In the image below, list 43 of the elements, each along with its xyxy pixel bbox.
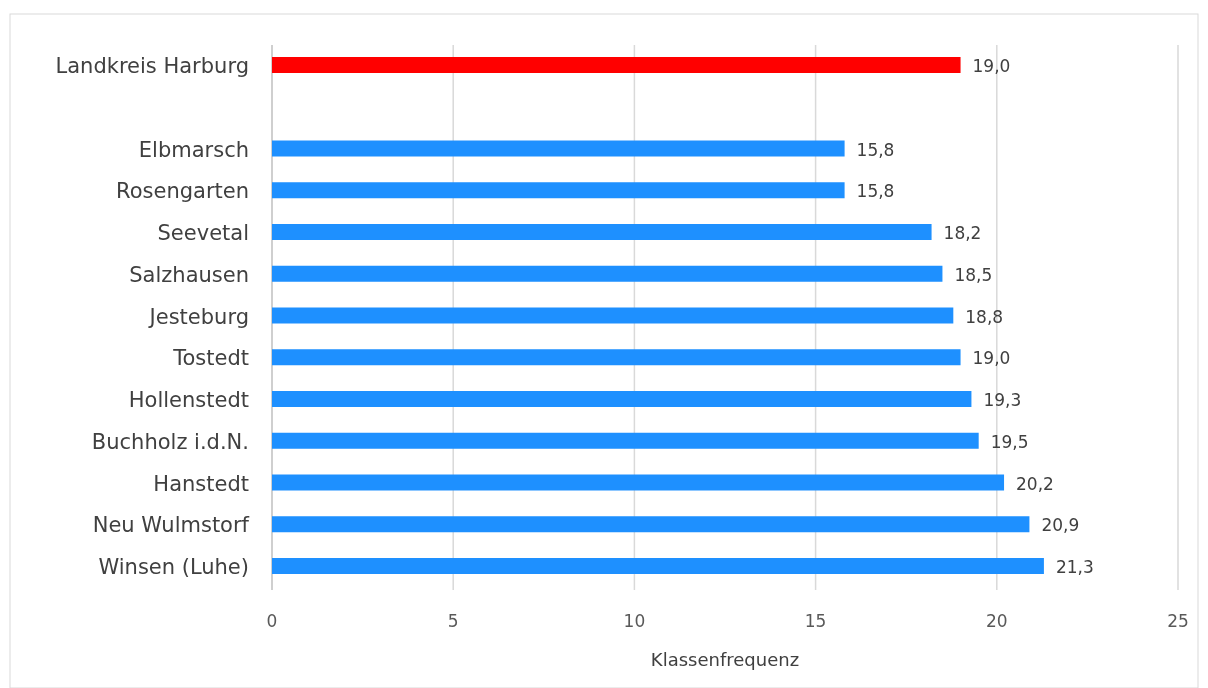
- bar: [272, 182, 845, 199]
- x-tick-label: 15: [804, 611, 827, 631]
- data-label: 15,8: [856, 181, 895, 202]
- bar: [272, 140, 845, 157]
- y-tick-label: Landkreis Harburg: [55, 54, 249, 78]
- data-label: 19,0: [972, 56, 1011, 76]
- y-tick-label: Salzhausen: [129, 262, 249, 287]
- bar: [272, 516, 1030, 533]
- data-label: 18,5: [954, 264, 993, 285]
- x-tick-label: 25: [1167, 611, 1189, 631]
- y-tick-label: Hanstedt: [153, 471, 249, 496]
- x-axis-title: Klassenfrequenz: [650, 649, 800, 670]
- y-tick-label: Tostedt: [172, 346, 249, 371]
- data-label: 21,3: [1055, 557, 1094, 577]
- y-tick-label: Rosengarten: [116, 179, 249, 204]
- data-label: 18,2: [943, 223, 982, 243]
- y-tick-label: Jesteburg: [147, 304, 249, 329]
- bar: [272, 349, 961, 366]
- y-tick-label: Hollenstedt: [128, 388, 249, 412]
- data-label: 19,3: [983, 390, 1022, 410]
- bar: [272, 224, 932, 240]
- bar: [272, 307, 954, 324]
- data-label: 15,8: [856, 139, 895, 160]
- data-label: 20,9: [1041, 515, 1080, 536]
- x-tick-label: 5: [447, 611, 459, 631]
- y-tick-label: Buchholz i.d.N.: [91, 429, 249, 454]
- y-tick-label: Neu Wulmstorf: [92, 513, 250, 538]
- bar: [272, 558, 1044, 574]
- y-tick-label: Elbmarsch: [138, 137, 249, 162]
- x-tick-label: 20: [985, 611, 1008, 631]
- y-tick-label: Seevetal: [157, 221, 249, 245]
- bar: [272, 265, 943, 282]
- data-label: 20,2: [1016, 473, 1054, 494]
- bar: [272, 474, 1005, 491]
- bar: [272, 432, 979, 449]
- data-label: 19,0: [972, 348, 1011, 369]
- y-tick-label: Winsen (Luhe): [98, 555, 249, 579]
- data-label: 19,5: [990, 431, 1029, 452]
- x-tick-label: 0: [266, 611, 278, 631]
- x-tick-label: 10: [623, 611, 646, 631]
- bar: [272, 57, 961, 73]
- data-label: 18,8: [965, 306, 1004, 327]
- bar: [272, 391, 972, 407]
